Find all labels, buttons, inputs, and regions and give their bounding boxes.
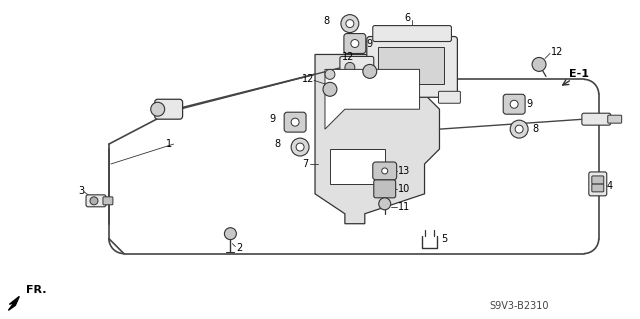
Polygon shape <box>325 70 420 129</box>
Text: 10: 10 <box>397 184 410 194</box>
Circle shape <box>341 15 359 33</box>
Text: 13: 13 <box>397 166 410 176</box>
Circle shape <box>325 70 335 79</box>
Text: 11: 11 <box>397 202 410 212</box>
Circle shape <box>346 19 354 27</box>
FancyBboxPatch shape <box>284 112 306 132</box>
Circle shape <box>510 100 518 108</box>
Circle shape <box>363 64 377 78</box>
Circle shape <box>323 82 337 96</box>
Text: 8: 8 <box>274 139 280 149</box>
FancyBboxPatch shape <box>438 91 460 103</box>
Text: 6: 6 <box>404 13 411 23</box>
Polygon shape <box>315 55 440 224</box>
FancyBboxPatch shape <box>340 56 374 78</box>
Text: 7: 7 <box>302 159 308 169</box>
Circle shape <box>510 120 528 138</box>
Circle shape <box>151 102 164 116</box>
Circle shape <box>515 125 523 133</box>
FancyBboxPatch shape <box>503 94 525 114</box>
Circle shape <box>225 228 236 240</box>
FancyBboxPatch shape <box>103 197 113 205</box>
Text: 4: 4 <box>607 181 613 191</box>
Text: 8: 8 <box>532 124 538 134</box>
Bar <box>378 48 444 84</box>
Circle shape <box>291 138 309 156</box>
FancyBboxPatch shape <box>592 184 604 192</box>
Circle shape <box>345 63 355 72</box>
Bar <box>330 149 385 184</box>
FancyBboxPatch shape <box>372 26 451 41</box>
Circle shape <box>90 197 98 205</box>
FancyBboxPatch shape <box>372 162 397 180</box>
FancyBboxPatch shape <box>86 195 106 207</box>
Text: S9V3-B2310: S9V3-B2310 <box>489 301 548 311</box>
Text: 8: 8 <box>324 16 330 26</box>
Text: 1: 1 <box>166 139 172 149</box>
Text: 9: 9 <box>526 99 532 109</box>
FancyBboxPatch shape <box>155 99 182 119</box>
Text: 12: 12 <box>342 52 355 63</box>
FancyBboxPatch shape <box>344 33 366 54</box>
FancyBboxPatch shape <box>592 176 604 184</box>
Circle shape <box>381 168 388 174</box>
Text: 12: 12 <box>551 48 563 57</box>
FancyBboxPatch shape <box>582 113 611 125</box>
FancyBboxPatch shape <box>589 172 607 196</box>
FancyBboxPatch shape <box>367 37 458 97</box>
FancyBboxPatch shape <box>374 180 396 198</box>
FancyBboxPatch shape <box>608 115 621 123</box>
Text: E-1: E-1 <box>569 69 589 79</box>
Text: 3: 3 <box>78 186 84 196</box>
Circle shape <box>351 40 359 48</box>
Text: 5: 5 <box>442 234 448 244</box>
Circle shape <box>291 118 299 126</box>
Circle shape <box>296 143 304 151</box>
Polygon shape <box>8 296 19 310</box>
Circle shape <box>379 198 390 210</box>
Text: FR.: FR. <box>26 286 47 295</box>
Text: 9: 9 <box>367 39 373 48</box>
Circle shape <box>532 57 546 71</box>
Text: 12: 12 <box>302 74 314 84</box>
Text: 9: 9 <box>269 114 275 124</box>
FancyBboxPatch shape <box>364 91 386 103</box>
Text: 2: 2 <box>236 243 243 253</box>
